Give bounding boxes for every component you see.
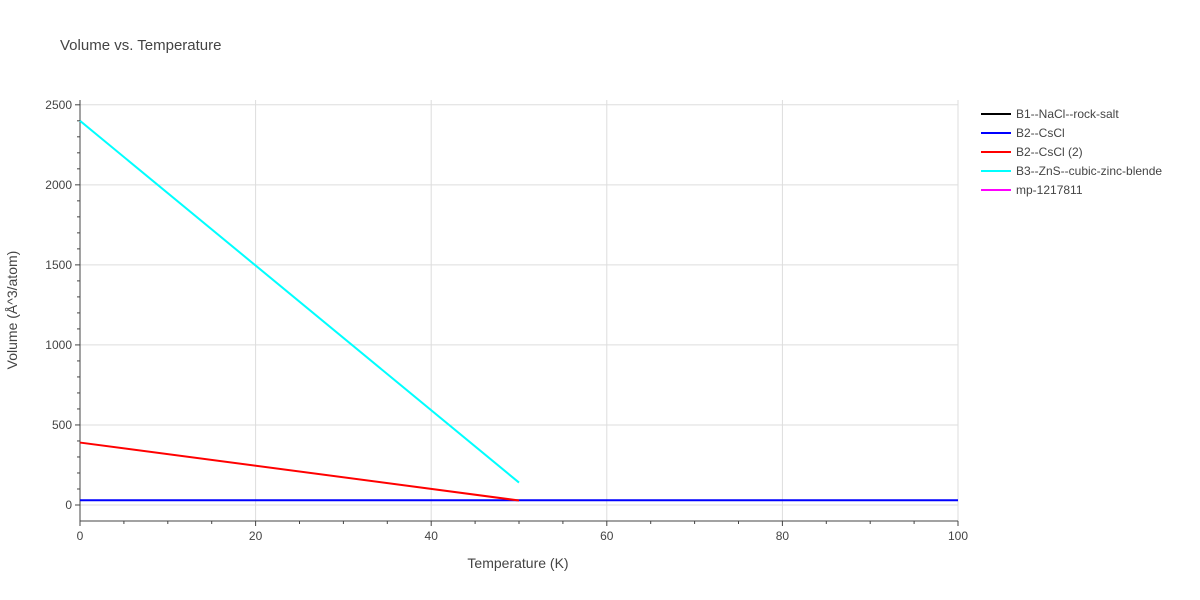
y-tick-label: 500 xyxy=(52,418,72,432)
legend-label: B2--CsCl (2) xyxy=(1016,145,1083,159)
legend-label: B1--NaCl--rock-salt xyxy=(1016,107,1119,121)
series-line xyxy=(79,441,520,502)
legend-label: B2--CsCl xyxy=(1016,126,1065,140)
y-tick-label: 1000 xyxy=(45,338,72,352)
legend: B1--NaCl--rock-salt B2--CsCl B2--CsCl (2) B… xyxy=(981,107,1162,197)
x-tick-label: 80 xyxy=(776,529,790,543)
x-tick-label: 60 xyxy=(600,529,614,543)
x-tick-label: 0 xyxy=(77,529,84,543)
y-tick-label: 1500 xyxy=(45,258,72,272)
y-tick-label: 0 xyxy=(65,498,72,512)
y-axis-title: Volume (Å^3/atom) xyxy=(4,251,20,370)
legend-label: mp-1217811 xyxy=(1016,183,1083,197)
x-tick-label: 40 xyxy=(425,529,439,543)
x-tick-label: 20 xyxy=(249,529,263,543)
legend-label: B3--ZnS--cubic-zinc-blende xyxy=(1016,164,1162,178)
series-line xyxy=(79,120,520,484)
x-axis-title: Temperature (K) xyxy=(467,555,568,571)
y-tick-label: 2000 xyxy=(45,178,72,192)
y-tick-label: 2500 xyxy=(45,98,72,112)
grid xyxy=(79,100,959,521)
chart-title: Volume vs. Temperature xyxy=(60,37,221,54)
x-tick-label: 100 xyxy=(948,529,968,543)
series-lines xyxy=(79,120,958,502)
